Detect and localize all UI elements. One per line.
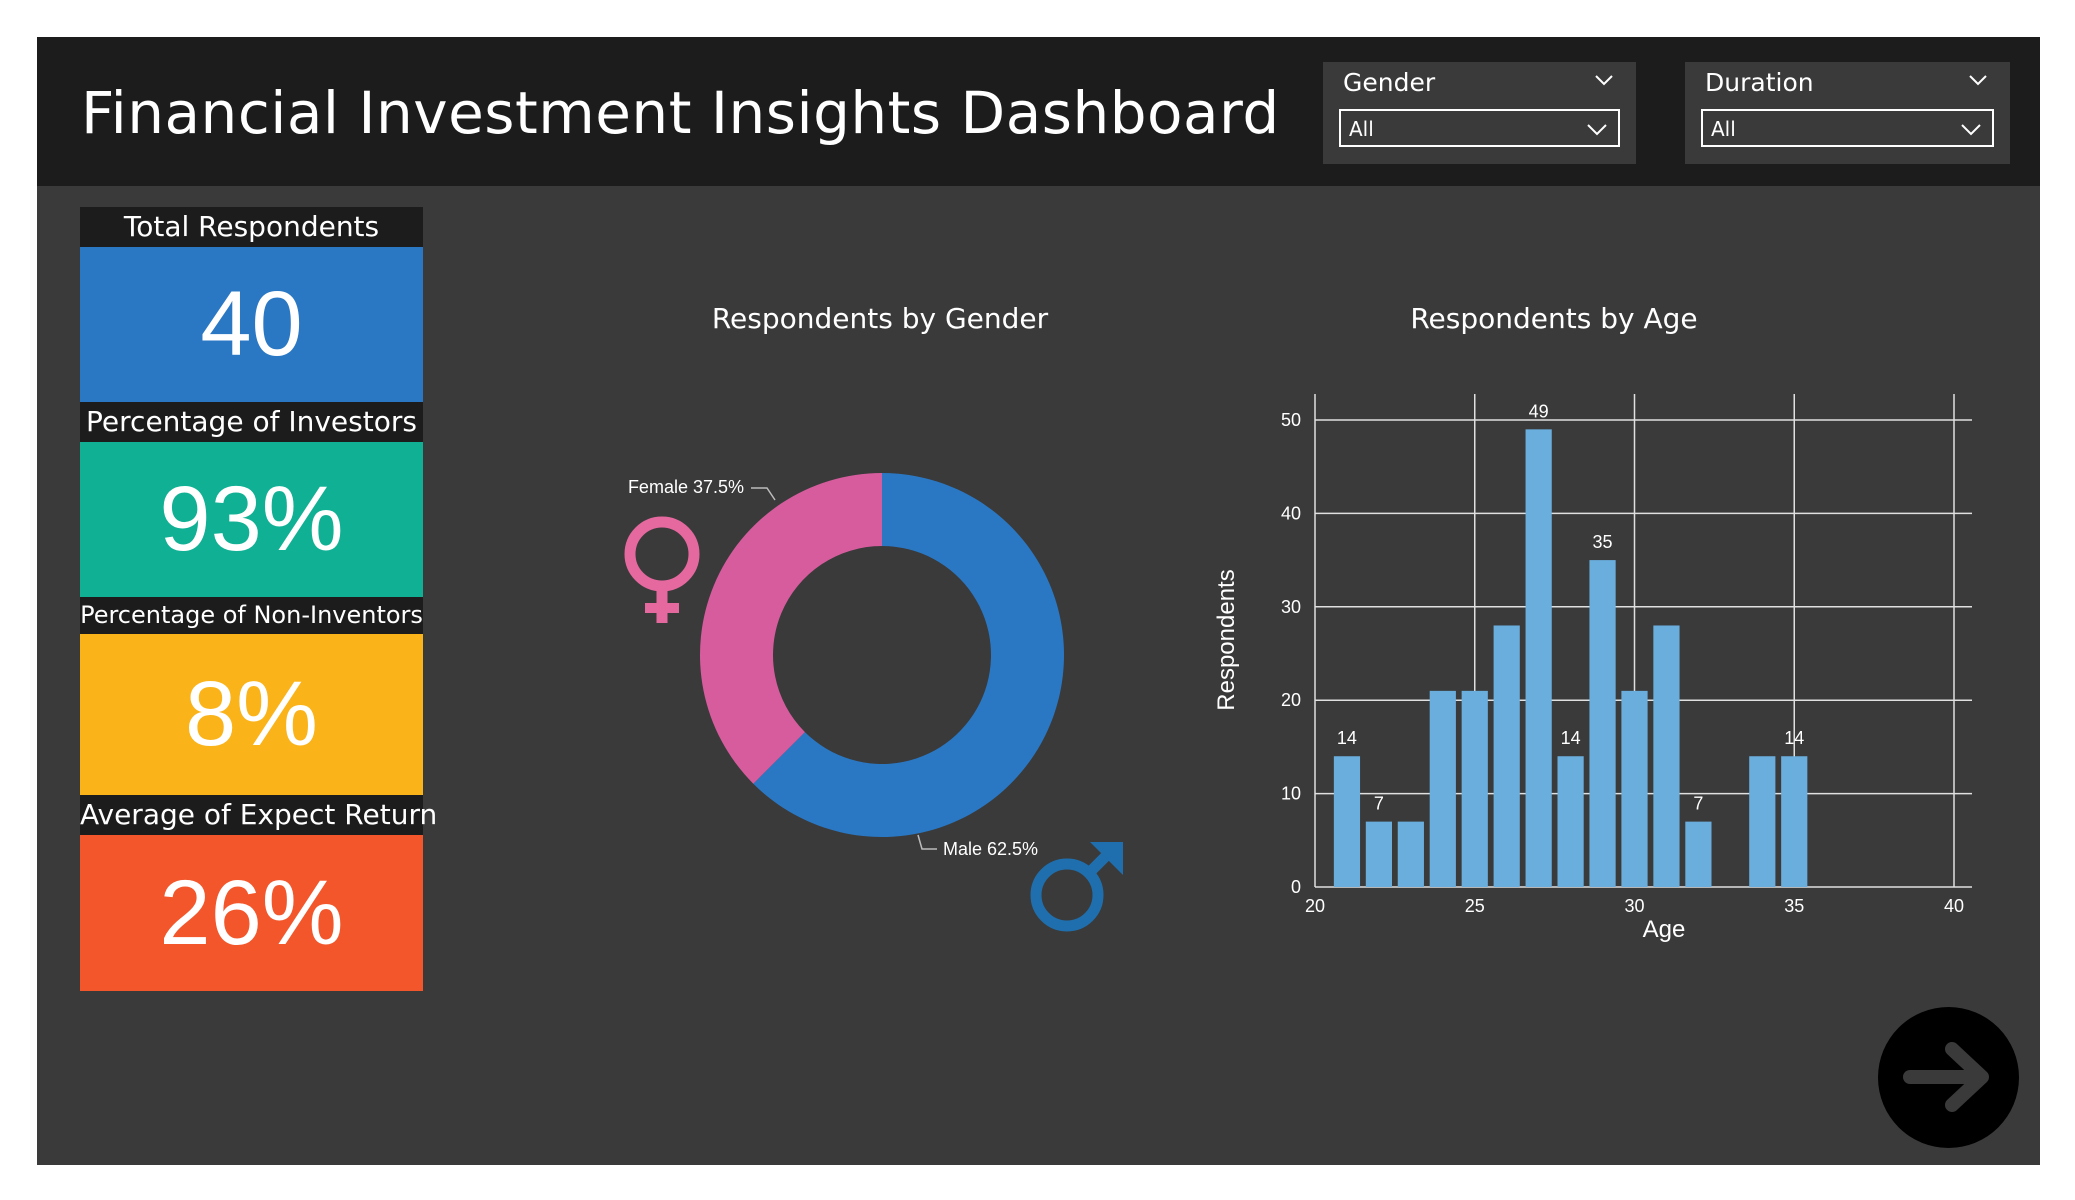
gender-donut-chart: Female 37.5% Male 62.5% xyxy=(624,473,1123,932)
age-bar[interactable] xyxy=(1589,560,1616,887)
male-leader-line xyxy=(917,834,937,850)
male-slice-label: Male 62.5% xyxy=(943,839,1038,859)
non-investors-percentage-label: Percentage of Non-Inventors xyxy=(80,597,423,634)
gender-dropdown-value: All xyxy=(1349,117,1374,141)
chevron-down-icon[interactable] xyxy=(1594,70,1614,90)
female-slice-label: Female 37.5% xyxy=(628,477,744,497)
age-bar[interactable] xyxy=(1653,625,1680,887)
y-tick-label: 50 xyxy=(1281,410,1301,430)
age-bar[interactable] xyxy=(1557,756,1584,887)
age-bar[interactable] xyxy=(1525,429,1552,887)
age-bar[interactable] xyxy=(1461,690,1488,887)
chevron-down-icon xyxy=(1587,124,1607,136)
investors-percentage-card: 93% xyxy=(80,442,423,597)
duration-filter[interactable]: Duration All xyxy=(1685,62,2010,164)
investors-percentage-label: Percentage of Investors xyxy=(80,402,423,442)
arrow-right-icon xyxy=(1903,1042,1989,1112)
donut-slice-male[interactable] xyxy=(753,473,1064,837)
x-tick-label: 40 xyxy=(1944,896,1964,916)
y-tick-label: 20 xyxy=(1281,690,1301,710)
x-tick-label: 25 xyxy=(1465,896,1485,916)
y-tick-label: 0 xyxy=(1291,877,1301,897)
bar-data-label: 7 xyxy=(1374,794,1384,814)
duration-dropdown[interactable]: All xyxy=(1701,109,1994,147)
duration-filter-label: Duration xyxy=(1705,68,1814,97)
x-tick-label: 20 xyxy=(1305,896,1325,916)
bar-data-label: 14 xyxy=(1337,728,1357,748)
donut-slice-female[interactable] xyxy=(700,473,882,784)
y-tick-label: 10 xyxy=(1281,784,1301,804)
expect-return-card: 26% xyxy=(80,835,423,991)
dashboard-canvas: Financial Investment Insights Dashboard … xyxy=(37,37,2040,1165)
age-chart-title: Respondents by Age xyxy=(1410,302,1698,335)
x-tick-label: 30 xyxy=(1624,896,1644,916)
age-bar[interactable] xyxy=(1429,690,1456,887)
next-page-button[interactable] xyxy=(1878,1007,2019,1148)
bar-data-label: 14 xyxy=(1784,728,1804,748)
duration-dropdown-value: All xyxy=(1711,117,1736,141)
y-tick-label: 30 xyxy=(1281,597,1301,617)
age-bar[interactable] xyxy=(1781,756,1808,887)
page-title: Financial Investment Insights Dashboard xyxy=(81,79,1280,147)
bar-data-label: 14 xyxy=(1561,728,1581,748)
y-axis-label: Respondents xyxy=(1213,569,1240,710)
total-respondents-label: Total Respondents xyxy=(80,207,423,247)
chevron-down-icon xyxy=(1961,124,1981,136)
gender-filter-label: Gender xyxy=(1343,68,1436,97)
non-investors-percentage-card: 8% xyxy=(80,634,423,795)
y-tick-label: 40 xyxy=(1281,503,1301,523)
age-bar-chart: 14 7 49 14 35 7 14 0 10 20 30 40 50 20 25 30 35 40 Age R… xyxy=(1213,394,1972,943)
male-symbol-icon xyxy=(1030,842,1123,932)
age-bar[interactable] xyxy=(1493,625,1520,887)
age-bar[interactable] xyxy=(1621,690,1648,887)
x-axis-label: Age xyxy=(1643,916,1686,943)
bar-data-label: 49 xyxy=(1529,401,1549,421)
bar-data-label: 35 xyxy=(1593,532,1613,552)
total-respondents-card: 40 xyxy=(80,247,423,402)
age-bar[interactable] xyxy=(1749,756,1776,887)
header-bar: Financial Investment Insights Dashboard … xyxy=(37,37,2040,186)
bar-data-label: 7 xyxy=(1693,794,1703,814)
expect-return-label: Average of Expect Return xyxy=(80,795,437,835)
gender-dropdown[interactable]: All xyxy=(1339,109,1620,147)
female-leader-line xyxy=(751,487,776,501)
gender-filter[interactable]: Gender All xyxy=(1323,62,1636,164)
female-symbol-icon xyxy=(624,516,700,623)
gender-chart-title: Respondents by Gender xyxy=(711,302,1049,335)
chevron-down-icon[interactable] xyxy=(1968,70,1988,90)
age-bar[interactable] xyxy=(1685,821,1712,887)
x-tick-label: 35 xyxy=(1784,896,1804,916)
age-bar[interactable] xyxy=(1397,821,1424,887)
age-bar[interactable] xyxy=(1333,756,1361,887)
age-bar[interactable] xyxy=(1365,821,1392,887)
